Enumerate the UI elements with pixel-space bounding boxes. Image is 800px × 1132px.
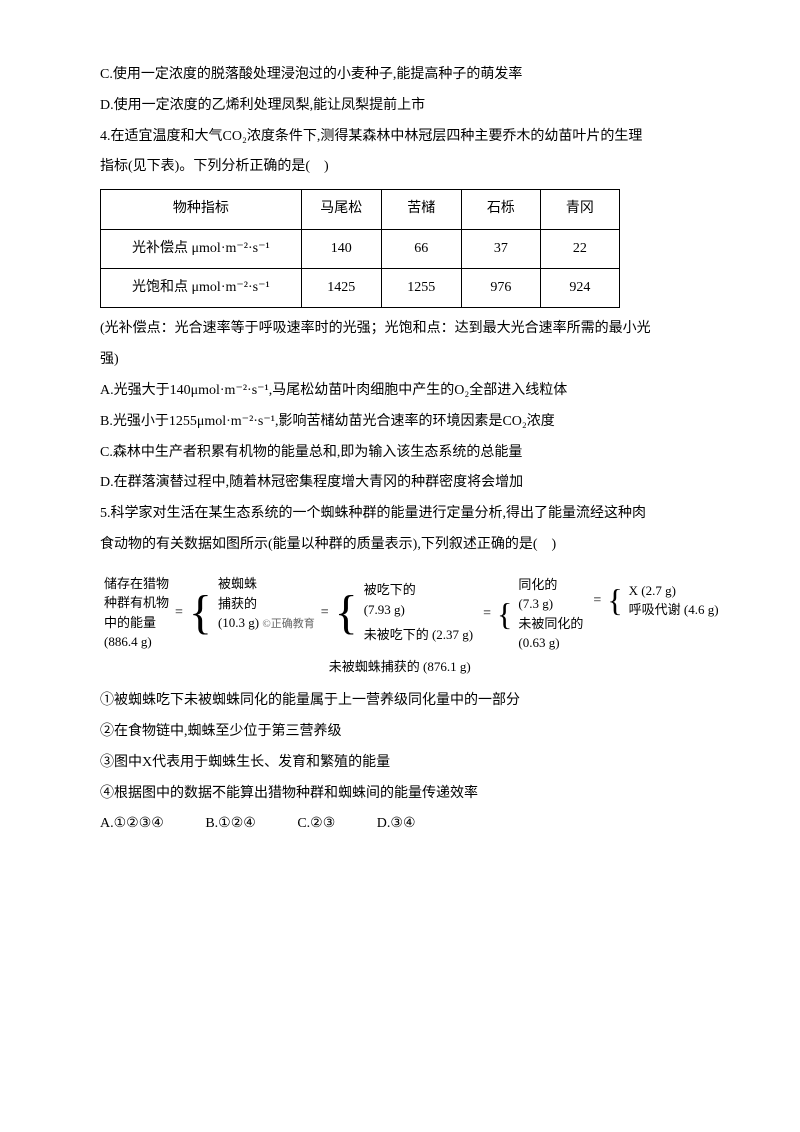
option-d-q3: D.使用一定浓度的乙烯利处理凤梨,能让凤梨提前上市	[100, 91, 700, 122]
question-5-line1: 5.科学家对生活在某生态系统的一个蜘蛛种群的能量进行定量分析,得出了能量流经这种…	[100, 499, 700, 530]
captured-label-2: 捕获的	[218, 594, 315, 614]
statement-2: ②在食物链中,蜘蛛至少位于第三营养级	[100, 717, 700, 748]
row-label: 光饱和点 μmol·m⁻²·s⁻¹	[101, 268, 302, 307]
option-b-q5: B.①②④	[205, 809, 256, 840]
not-captured-label: 未被蜘蛛捕获的 (876.1 g)	[319, 657, 729, 677]
equals-sign: =	[481, 575, 493, 653]
prey-energy-label-3: 中的能量	[104, 613, 169, 633]
q4-data-table: 物种指标 马尾松 苦槠 石栎 青冈 光补偿点 μmol·m⁻²·s⁻¹ 140 …	[100, 189, 620, 308]
option-c-q3: C.使用一定浓度的脱落酸处理浸泡过的小麦种子,能提高种子的萌发率	[100, 60, 700, 91]
assimilated-label: 同化的	[518, 575, 583, 595]
not-assimilated-value: (0.63 g)	[518, 633, 583, 653]
q5-options: A.①②③④ B.①②④ C.②③ D.③④	[100, 809, 700, 840]
statement-3: ③图中X代表用于蜘蛛生长、发育和繁殖的能量	[100, 748, 700, 779]
brace-icon: {	[605, 581, 624, 620]
assimilated-value: (7.3 g)	[518, 594, 583, 614]
cell: 1255	[381, 268, 461, 307]
header-indicator: 物种指标	[101, 190, 302, 229]
cell: 22	[540, 229, 619, 268]
x-value: X (2.7 g)	[629, 581, 719, 601]
captured-value: (10.3 g)	[218, 615, 259, 630]
cell: 1425	[301, 268, 381, 307]
respiration-value: 呼吸代谢 (4.6 g)	[629, 600, 719, 620]
option-c-q4: C.森林中生产者积累有机物的能量总和,即为输入该生态系统的总能量	[100, 438, 700, 469]
table-header-row: 物种指标 马尾松 苦槠 石栎 青冈	[101, 190, 620, 229]
question-4-line1: 4.在适宜温度和大气CO₂浓度条件下,测得某森林中林冠层四种主要乔木的幼苗叶片的…	[100, 122, 700, 153]
header-sp4: 青冈	[540, 190, 619, 229]
brace-icon: {	[495, 575, 514, 653]
option-a-q5: A.①②③④	[100, 809, 164, 840]
header-sp1: 马尾松	[301, 190, 381, 229]
energy-flow-diagram: 储存在猎物 种群有机物 中的能量 (886.4 g) = { 被蜘蛛 捕获的 (…	[100, 569, 700, 679]
q4-note-1: (光补偿点：光合速率等于呼吸速率时的光强；光饱和点：达到最大光合速率所需的最小光	[100, 314, 700, 345]
question-4-line2: 指标(见下表)。下列分析正确的是( )	[100, 152, 700, 183]
option-a-q4: A.光强大于140μmol·m⁻²·s⁻¹,马尾松幼苗叶肉细胞中产生的O₂全部进…	[100, 376, 700, 407]
cell: 924	[540, 268, 619, 307]
statement-1: ①被蜘蛛吃下未被蜘蛛同化的能量属于上一营养级同化量中的一部分	[100, 686, 700, 717]
header-sp2: 苦槠	[381, 190, 461, 229]
cell: 140	[301, 229, 381, 268]
prey-energy-value: (886.4 g)	[104, 632, 169, 652]
not-eaten-label: 未被吃下的 (2.37 g)	[364, 625, 473, 645]
option-d-q5: D.③④	[377, 809, 416, 840]
row-label: 光补偿点 μmol·m⁻²·s⁻¹	[101, 229, 302, 268]
option-b-q4: B.光强小于1255μmol·m⁻²·s⁻¹,影响苦槠幼苗光合速率的环境因素是C…	[100, 407, 700, 438]
cell: 66	[381, 229, 461, 268]
equals-sign: =	[319, 571, 331, 655]
statement-4: ④根据图中的数据不能算出猎物种群和蜘蛛间的能量传递效率	[100, 779, 700, 810]
q4-note-2: 强)	[100, 345, 700, 376]
eaten-value: (7.93 g)	[364, 600, 473, 620]
option-d-q4: D.在群落演替过程中,随着林冠密集程度增大青冈的种群密度将会增加	[100, 468, 700, 499]
captured-label-1: 被蜘蛛	[218, 574, 315, 594]
header-sp3: 石栎	[461, 190, 540, 229]
cell: 37	[461, 229, 540, 268]
not-assimilated-label: 未被同化的	[518, 614, 583, 634]
table-row: 光饱和点 μmol·m⁻²·s⁻¹ 1425 1255 976 924	[101, 268, 620, 307]
brace-icon: {	[187, 571, 214, 655]
prey-energy-label-2: 种群有机物	[104, 593, 169, 613]
cell: 976	[461, 268, 540, 307]
watermark-text: ©正确教育	[262, 618, 314, 630]
equals-sign: =	[173, 571, 185, 655]
prey-energy-label-1: 储存在猎物	[104, 574, 169, 594]
option-c-q5: C.②③	[297, 809, 335, 840]
eaten-label: 被吃下的	[364, 580, 473, 600]
equals-sign: =	[591, 581, 603, 620]
brace-icon: {	[333, 571, 360, 655]
question-5-line2: 食动物的有关数据如图所示(能量以种群的质量表示),下列叙述正确的是( )	[100, 530, 700, 561]
table-row: 光补偿点 μmol·m⁻²·s⁻¹ 140 66 37 22	[101, 229, 620, 268]
